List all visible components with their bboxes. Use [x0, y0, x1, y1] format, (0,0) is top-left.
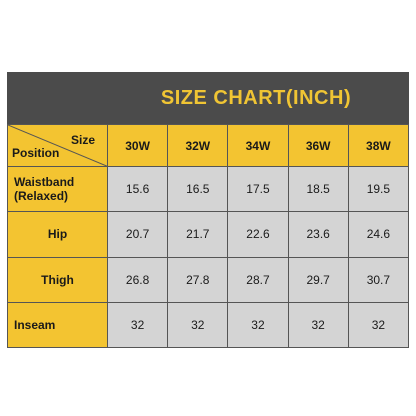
data-cell: 18.5 [287, 166, 349, 213]
column-header: 38W [347, 123, 410, 168]
row-header-waistband: Waistband (Relaxed) [7, 166, 108, 213]
data-cell: 23.6 [287, 211, 349, 258]
data-cell: 24.6 [347, 211, 410, 258]
data-cell: 22.6 [227, 211, 289, 258]
corner-cell: Size Position [7, 123, 108, 168]
data-cell: 28.7 [227, 256, 289, 303]
size-chart: SIZE CHART(INCH) Size Position 30W 32W 3… [7, 72, 410, 349]
table-row: Waistband (Relaxed) 15.6 16.5 17.5 18.5 … [7, 166, 410, 213]
data-cell: 32 [106, 301, 169, 349]
data-cell: 19.5 [347, 166, 410, 213]
header-row: Size Position 30W 32W 34W 36W 38W [7, 123, 410, 168]
data-cell: 32 [347, 301, 410, 349]
title-bar: SIZE CHART(INCH) [7, 72, 409, 124]
data-cell: 17.5 [227, 166, 289, 213]
row-header-thigh: Thigh [7, 256, 108, 303]
data-cell: 29.7 [287, 256, 349, 303]
column-header: 30W [106, 123, 169, 168]
chart-title: SIZE CHART(INCH) [160, 86, 352, 109]
table-row: Hip 20.7 21.7 22.6 23.6 24.6 [7, 211, 410, 258]
data-cell: 20.7 [106, 211, 169, 258]
row-label-line1: Waistband [14, 175, 75, 190]
data-cell: 16.5 [167, 166, 229, 213]
size-table: Size Position 30W 32W 34W 36W 38W Waistb… [7, 123, 410, 349]
corner-position-label: Position [12, 146, 60, 161]
column-header: 32W [167, 123, 229, 168]
data-cell: 15.6 [106, 166, 169, 213]
data-cell: 27.8 [167, 256, 229, 303]
column-header: 36W [287, 123, 349, 168]
data-cell: 32 [167, 301, 229, 349]
table-row: Thigh 26.8 27.8 28.7 29.7 30.7 [7, 256, 410, 303]
diagonal-divider [8, 125, 107, 167]
data-cell: 21.7 [167, 211, 229, 258]
data-cell: 32 [287, 301, 349, 349]
row-header-inseam: Inseam [7, 301, 108, 349]
row-label-line2: (Relaxed) [14, 189, 69, 204]
data-cell: 32 [227, 301, 289, 349]
column-header: 34W [227, 123, 289, 168]
table-row: Inseam 32 32 32 32 32 [7, 301, 410, 349]
row-header-hip: Hip [7, 211, 108, 258]
data-cell: 30.7 [347, 256, 410, 303]
data-cell: 26.8 [106, 256, 169, 303]
corner-size-label: Size [70, 133, 95, 147]
